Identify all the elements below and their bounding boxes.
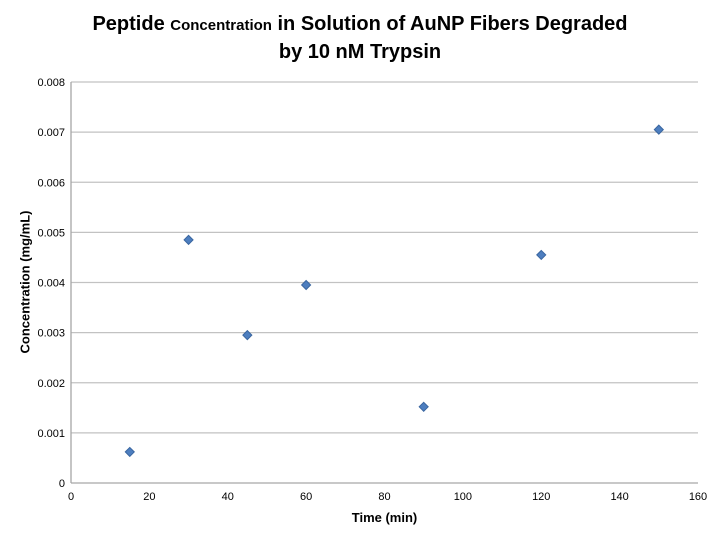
x-tick-label: 140 (610, 491, 628, 503)
y-tick-label: 0.004 (37, 278, 65, 290)
y-tick-label: 0.002 (37, 378, 65, 390)
data-point-marker (418, 401, 429, 413)
axes (70, 82, 698, 484)
data-point-marker (536, 249, 547, 261)
chart-title-part1: Peptide (92, 13, 171, 35)
y-axis-title: Concentration (mg/mL) (17, 210, 33, 354)
y-tick-label: 0.005 (37, 227, 65, 239)
chart-title-line2: by 10 nM Trypsin (278, 41, 442, 63)
y-tick-label: 0.003 (37, 328, 65, 340)
data-point-marker (124, 446, 135, 458)
x-tick-label: 20 (143, 491, 155, 503)
y-tick-label: 0.001 (37, 428, 65, 440)
chart-title: Peptide Concentration in Solution of AuN… (0, 11, 720, 66)
data-point-marker (653, 124, 665, 135)
x-tick-label: 120 (532, 491, 550, 503)
x-tick-label: 60 (300, 491, 312, 503)
x-tick-label: 40 (222, 491, 234, 503)
y-tick-label: 0.007 (37, 127, 65, 139)
y-tick-label: 0 (59, 478, 65, 490)
x-tick-label: 0 (68, 491, 74, 503)
data-point-marker (300, 279, 312, 291)
gridlines (71, 81, 698, 434)
y-tick-label: 0.008 (37, 77, 65, 89)
chart-title-part3: in Solution of AuNP Fibers Degraded (271, 13, 628, 35)
y-tick-label: 0.006 (37, 177, 65, 189)
data-point-marker (242, 329, 253, 341)
data-point-marker (183, 234, 194, 246)
x-tick-label: 80 (378, 491, 390, 503)
x-axis-tick-labels: 0 20 40 60 80 100 120 140 160 (68, 491, 707, 503)
x-axis-title: Time (min) (351, 510, 418, 525)
data-points (124, 124, 665, 458)
x-tick-label: 100 (454, 491, 472, 503)
y-axis-tick-labels: 0 0.001 0.002 0.003 0.004 0.005 0.006 0.007 0.00… (37, 77, 65, 490)
chart-title-part2: Concentration (170, 17, 272, 34)
x-tick-label: 160 (689, 491, 707, 503)
chart-title-line1: Peptide Concentration in Solution of AuN… (0, 11, 720, 39)
